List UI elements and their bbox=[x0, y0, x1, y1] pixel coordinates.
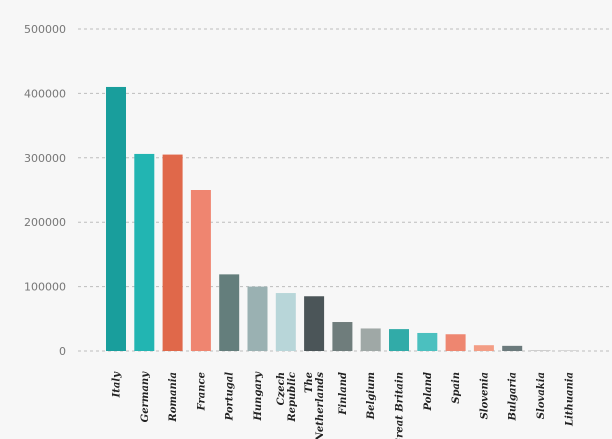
x-tick-label: Lithuania bbox=[564, 372, 575, 427]
bar bbox=[190, 190, 211, 351]
x-tick-label-line: Great Britain bbox=[395, 372, 406, 439]
y-tick-label: 400000 bbox=[24, 87, 66, 100]
x-tick-label: Great Britain bbox=[395, 372, 406, 439]
x-tick-label: Finland bbox=[338, 372, 349, 416]
x-tick-label-line: Romania bbox=[168, 372, 179, 423]
x-tick-label: The Netherlands bbox=[304, 372, 326, 439]
x-tick-label: Italy bbox=[112, 371, 123, 399]
y-tick-label: 300000 bbox=[24, 152, 66, 165]
bar bbox=[106, 86, 126, 352]
bar bbox=[332, 322, 353, 351]
y-tick-label: 0 bbox=[59, 345, 66, 358]
x-tick-label-line: Czech bbox=[276, 372, 287, 405]
x-tick-label-line: Republic bbox=[287, 372, 298, 423]
x-tick-label: Germany bbox=[140, 371, 151, 423]
x-tick-label: France bbox=[196, 372, 207, 411]
bar bbox=[162, 154, 183, 351]
bar bbox=[389, 329, 409, 351]
bar bbox=[134, 153, 155, 351]
x-tick-label: Portugal bbox=[225, 372, 236, 422]
bar bbox=[417, 332, 438, 351]
x-tick-label-line: Hungary bbox=[253, 371, 264, 422]
x-tick-label: Slovenia bbox=[479, 372, 490, 419]
bar bbox=[530, 350, 551, 351]
y-tick-label: 200000 bbox=[24, 216, 66, 229]
bars bbox=[106, 86, 579, 352]
bar bbox=[473, 345, 494, 351]
x-tick-label-line: Slovenia bbox=[479, 372, 490, 419]
y-tick-label: 100000 bbox=[24, 281, 66, 294]
x-tick-label: Belgium bbox=[366, 372, 377, 420]
bar bbox=[360, 328, 381, 351]
bar bbox=[304, 296, 325, 351]
x-tick-label-line: Poland bbox=[423, 372, 434, 411]
x-tick-label-line: Bulgaria bbox=[508, 372, 519, 422]
x-tick-label-line: Belgium bbox=[366, 372, 377, 420]
x-tick-label-line: Italy bbox=[112, 371, 123, 399]
x-tick-label: Slovakia bbox=[536, 372, 547, 419]
x-tick-label: Poland bbox=[423, 372, 434, 411]
bar bbox=[219, 274, 240, 351]
x-tick-label-line: Germany bbox=[140, 371, 151, 423]
x-tick-label-line: France bbox=[196, 372, 207, 411]
x-tick-label: Hungary bbox=[253, 371, 264, 422]
x-tick-label-line: Spain bbox=[451, 372, 462, 404]
x-axis-ticks: Italy Germany Romania France Portugal Hungary… bbox=[112, 371, 576, 439]
x-tick-label: Romania bbox=[168, 372, 179, 423]
y-tick-label: 500000 bbox=[24, 23, 66, 36]
bar bbox=[502, 345, 523, 351]
x-tick-label: Bulgaria bbox=[508, 372, 519, 422]
x-tick-label-line: Portugal bbox=[225, 372, 236, 422]
x-tick-label-line: The bbox=[304, 372, 315, 393]
gridlines bbox=[78, 28, 610, 352]
y-axis-ticks: 0 100000 200000 300000 400000 500000 bbox=[24, 23, 66, 358]
bar bbox=[445, 334, 466, 351]
bar bbox=[558, 350, 579, 351]
bar bbox=[275, 293, 296, 351]
x-tick-label-line: Slovakia bbox=[536, 372, 547, 419]
bar bbox=[247, 286, 268, 351]
x-tick-label: Spain bbox=[451, 372, 462, 404]
x-tick-label-line: Finland bbox=[338, 372, 349, 416]
x-tick-label-line: Netherlands bbox=[315, 372, 326, 439]
x-tick-label: Czech Republic bbox=[276, 372, 298, 423]
x-tick-label-line: Lithuania bbox=[564, 372, 575, 427]
